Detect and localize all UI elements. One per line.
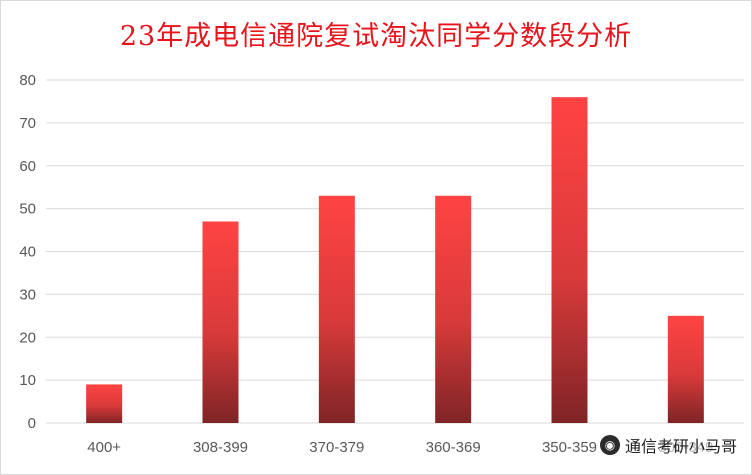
- watermark: ◉ 通信考研小马哥: [600, 433, 738, 457]
- bar: [202, 221, 239, 423]
- y-tick-label: 40: [19, 244, 36, 261]
- x-tick-label: 360-369: [426, 439, 481, 456]
- bar: [318, 195, 355, 423]
- watermark-text: 通信考研小马哥: [625, 439, 738, 456]
- x-tick-label: 350-359: [542, 439, 597, 456]
- y-tick-label: 60: [19, 158, 36, 175]
- y-tick-label: 10: [19, 372, 36, 389]
- y-tick-label: 20: [19, 329, 36, 346]
- y-tick-label: 30: [19, 286, 36, 303]
- bar: [435, 195, 472, 423]
- gridlines: [46, 79, 744, 424]
- y-tick-label: 80: [19, 72, 36, 89]
- bar: [86, 384, 123, 423]
- x-tick-label: 400+: [87, 439, 121, 456]
- y-tick-label: 0: [28, 415, 36, 432]
- y-tick-label: 70: [19, 115, 36, 132]
- chart-title: 23年成电信通院复试淘汰同学分数段分析: [119, 21, 633, 52]
- y-axis-ticks: 0 10 20 30 40 50 60 70 80: [19, 72, 36, 432]
- x-tick-label: 370-379: [309, 439, 364, 456]
- bar: [667, 315, 704, 423]
- bar: [551, 97, 588, 424]
- wechat-logo-icon: ◉: [600, 435, 620, 455]
- x-tick-label: 308-399: [193, 439, 248, 456]
- bars: [86, 97, 704, 424]
- y-tick-label: 50: [19, 201, 36, 218]
